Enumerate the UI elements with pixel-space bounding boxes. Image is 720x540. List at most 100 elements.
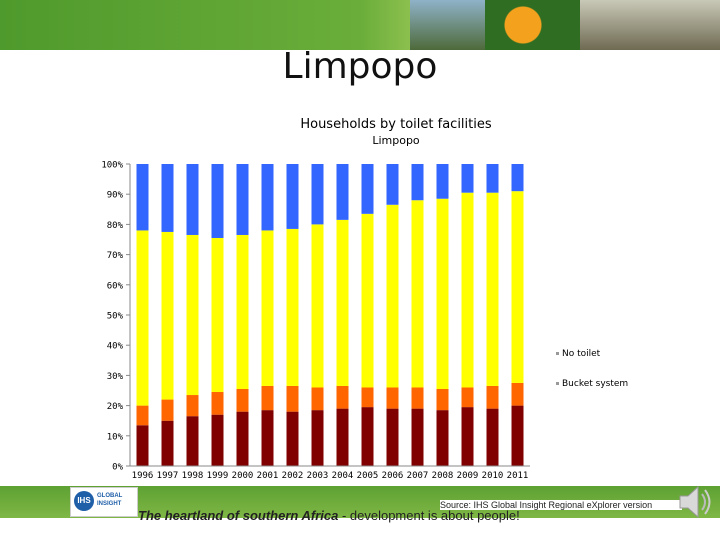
x-tick-label: 2008 [432, 471, 454, 481]
bar-segment [361, 407, 374, 466]
x-tick-label: 1996 [132, 471, 154, 481]
bar-segment [161, 164, 174, 232]
bar-segment [136, 425, 149, 466]
banner-photo-fruit [485, 0, 580, 50]
bar-segment [311, 224, 324, 388]
y-tick-label: 100% [101, 161, 123, 171]
y-tick-label: 80% [107, 221, 124, 231]
x-tick-label: 2002 [282, 471, 304, 481]
bar-segment [361, 213, 374, 388]
bar-segment [286, 228, 299, 386]
y-axis: 0% 10% 20% 30% 40% 50% 60% 70% 80% 90% 100% [101, 161, 131, 473]
bar-segment [236, 234, 249, 389]
source-note: Source: IHS Global Insight Regional eXpl… [440, 500, 682, 510]
x-tick-label: 2005 [357, 471, 379, 481]
bar-segment [336, 164, 349, 220]
bar-segment [286, 164, 299, 229]
x-tick-label: 2011 [507, 471, 529, 481]
chart-subtitle: Limpopo [372, 134, 420, 147]
x-tick-label: 2004 [332, 471, 354, 481]
y-tick-label: 50% [107, 312, 124, 322]
bar-segment [261, 164, 274, 231]
logo-line-1: GLOBAL [97, 493, 123, 499]
bar-segment [486, 192, 499, 386]
bar-segment [386, 204, 399, 388]
x-tick-label: 2009 [457, 471, 479, 481]
bar-segment [336, 219, 349, 386]
speaker-icon[interactable] [676, 482, 712, 522]
bar-segment [336, 408, 349, 466]
x-tick-label: 1998 [182, 471, 204, 481]
bar-segment [411, 387, 424, 409]
bar-segment [486, 164, 499, 193]
x-tick-label: 2003 [307, 471, 329, 481]
ihs-logo: IHS GLOBAL INSIGHT [70, 487, 138, 517]
bar-segment [361, 387, 374, 408]
logo-line-2: INSIGHT [97, 501, 122, 507]
x-tick-label: 2000 [232, 471, 254, 481]
bar-segment [186, 395, 199, 417]
banner-photo-baobab [580, 0, 720, 50]
bar-segment [211, 164, 224, 238]
bar-segment [436, 198, 449, 389]
bar-segment [136, 230, 149, 406]
bar-segment [361, 164, 374, 214]
legend-entry: No toilet [562, 349, 601, 359]
x-tick-label: 2006 [382, 471, 404, 481]
x-tick-label: 1997 [157, 471, 179, 481]
chart-title: Households by toilet facilities [300, 117, 492, 132]
bar-segment [236, 411, 249, 466]
bar-segment [436, 410, 449, 466]
y-tick-label: 30% [107, 372, 124, 382]
bar-segment [211, 414, 224, 466]
bar-segment [486, 408, 499, 466]
slide-tagline: The heartland of southern Africa - devel… [138, 508, 520, 523]
y-tick-label: 60% [107, 281, 124, 291]
bar-segment [136, 164, 149, 231]
bar-segment [136, 405, 149, 426]
bar-segment [286, 385, 299, 412]
chart-legend: No toilet Bucket system [556, 349, 628, 389]
bar-segment [461, 192, 474, 388]
bar-segment [236, 388, 249, 412]
y-tick-label: 10% [107, 432, 124, 442]
bar-segment [186, 416, 199, 466]
bar-segment [411, 164, 424, 201]
tagline-rest: - development is about people! [338, 508, 520, 523]
bar-segment [386, 408, 399, 466]
logo-mark: IHS [74, 491, 94, 511]
bar-segment [461, 407, 474, 466]
x-axis: 1996 1997 1998 1999 2000 2001 2002 2003 2004 2005… [130, 465, 530, 481]
y-tick-label: 70% [107, 251, 124, 261]
bar-segment [261, 230, 274, 386]
bar-segment [311, 387, 324, 411]
bar-segment [436, 388, 449, 411]
x-tick-label: 2007 [407, 471, 429, 481]
bar-segment [211, 237, 224, 393]
tagline-bold: The heartland of southern Africa [138, 508, 339, 523]
legend-swatch [556, 382, 559, 385]
bar-segment [386, 164, 399, 205]
bar-segment [436, 164, 449, 199]
bar-segment [161, 399, 174, 421]
bar-segment [261, 410, 274, 466]
y-tick-label: 0% [112, 463, 123, 473]
bar-segment [511, 191, 524, 383]
legend-swatch [556, 352, 559, 355]
x-tick-label: 2010 [482, 471, 504, 481]
bar-segment [386, 387, 399, 409]
bar-segment [461, 164, 474, 193]
bar-segment [261, 385, 274, 411]
bar-segment [161, 231, 174, 400]
bar-segment [311, 164, 324, 225]
bar-segment [286, 411, 299, 466]
header-banner [0, 0, 720, 50]
bar-segment [411, 408, 424, 466]
y-tick-label: 90% [107, 191, 124, 201]
bar-segment [186, 234, 199, 396]
bar-segment [411, 200, 424, 388]
y-tick-label: 40% [107, 342, 124, 352]
bar-segment [511, 382, 524, 406]
x-tick-label: 1999 [207, 471, 229, 481]
